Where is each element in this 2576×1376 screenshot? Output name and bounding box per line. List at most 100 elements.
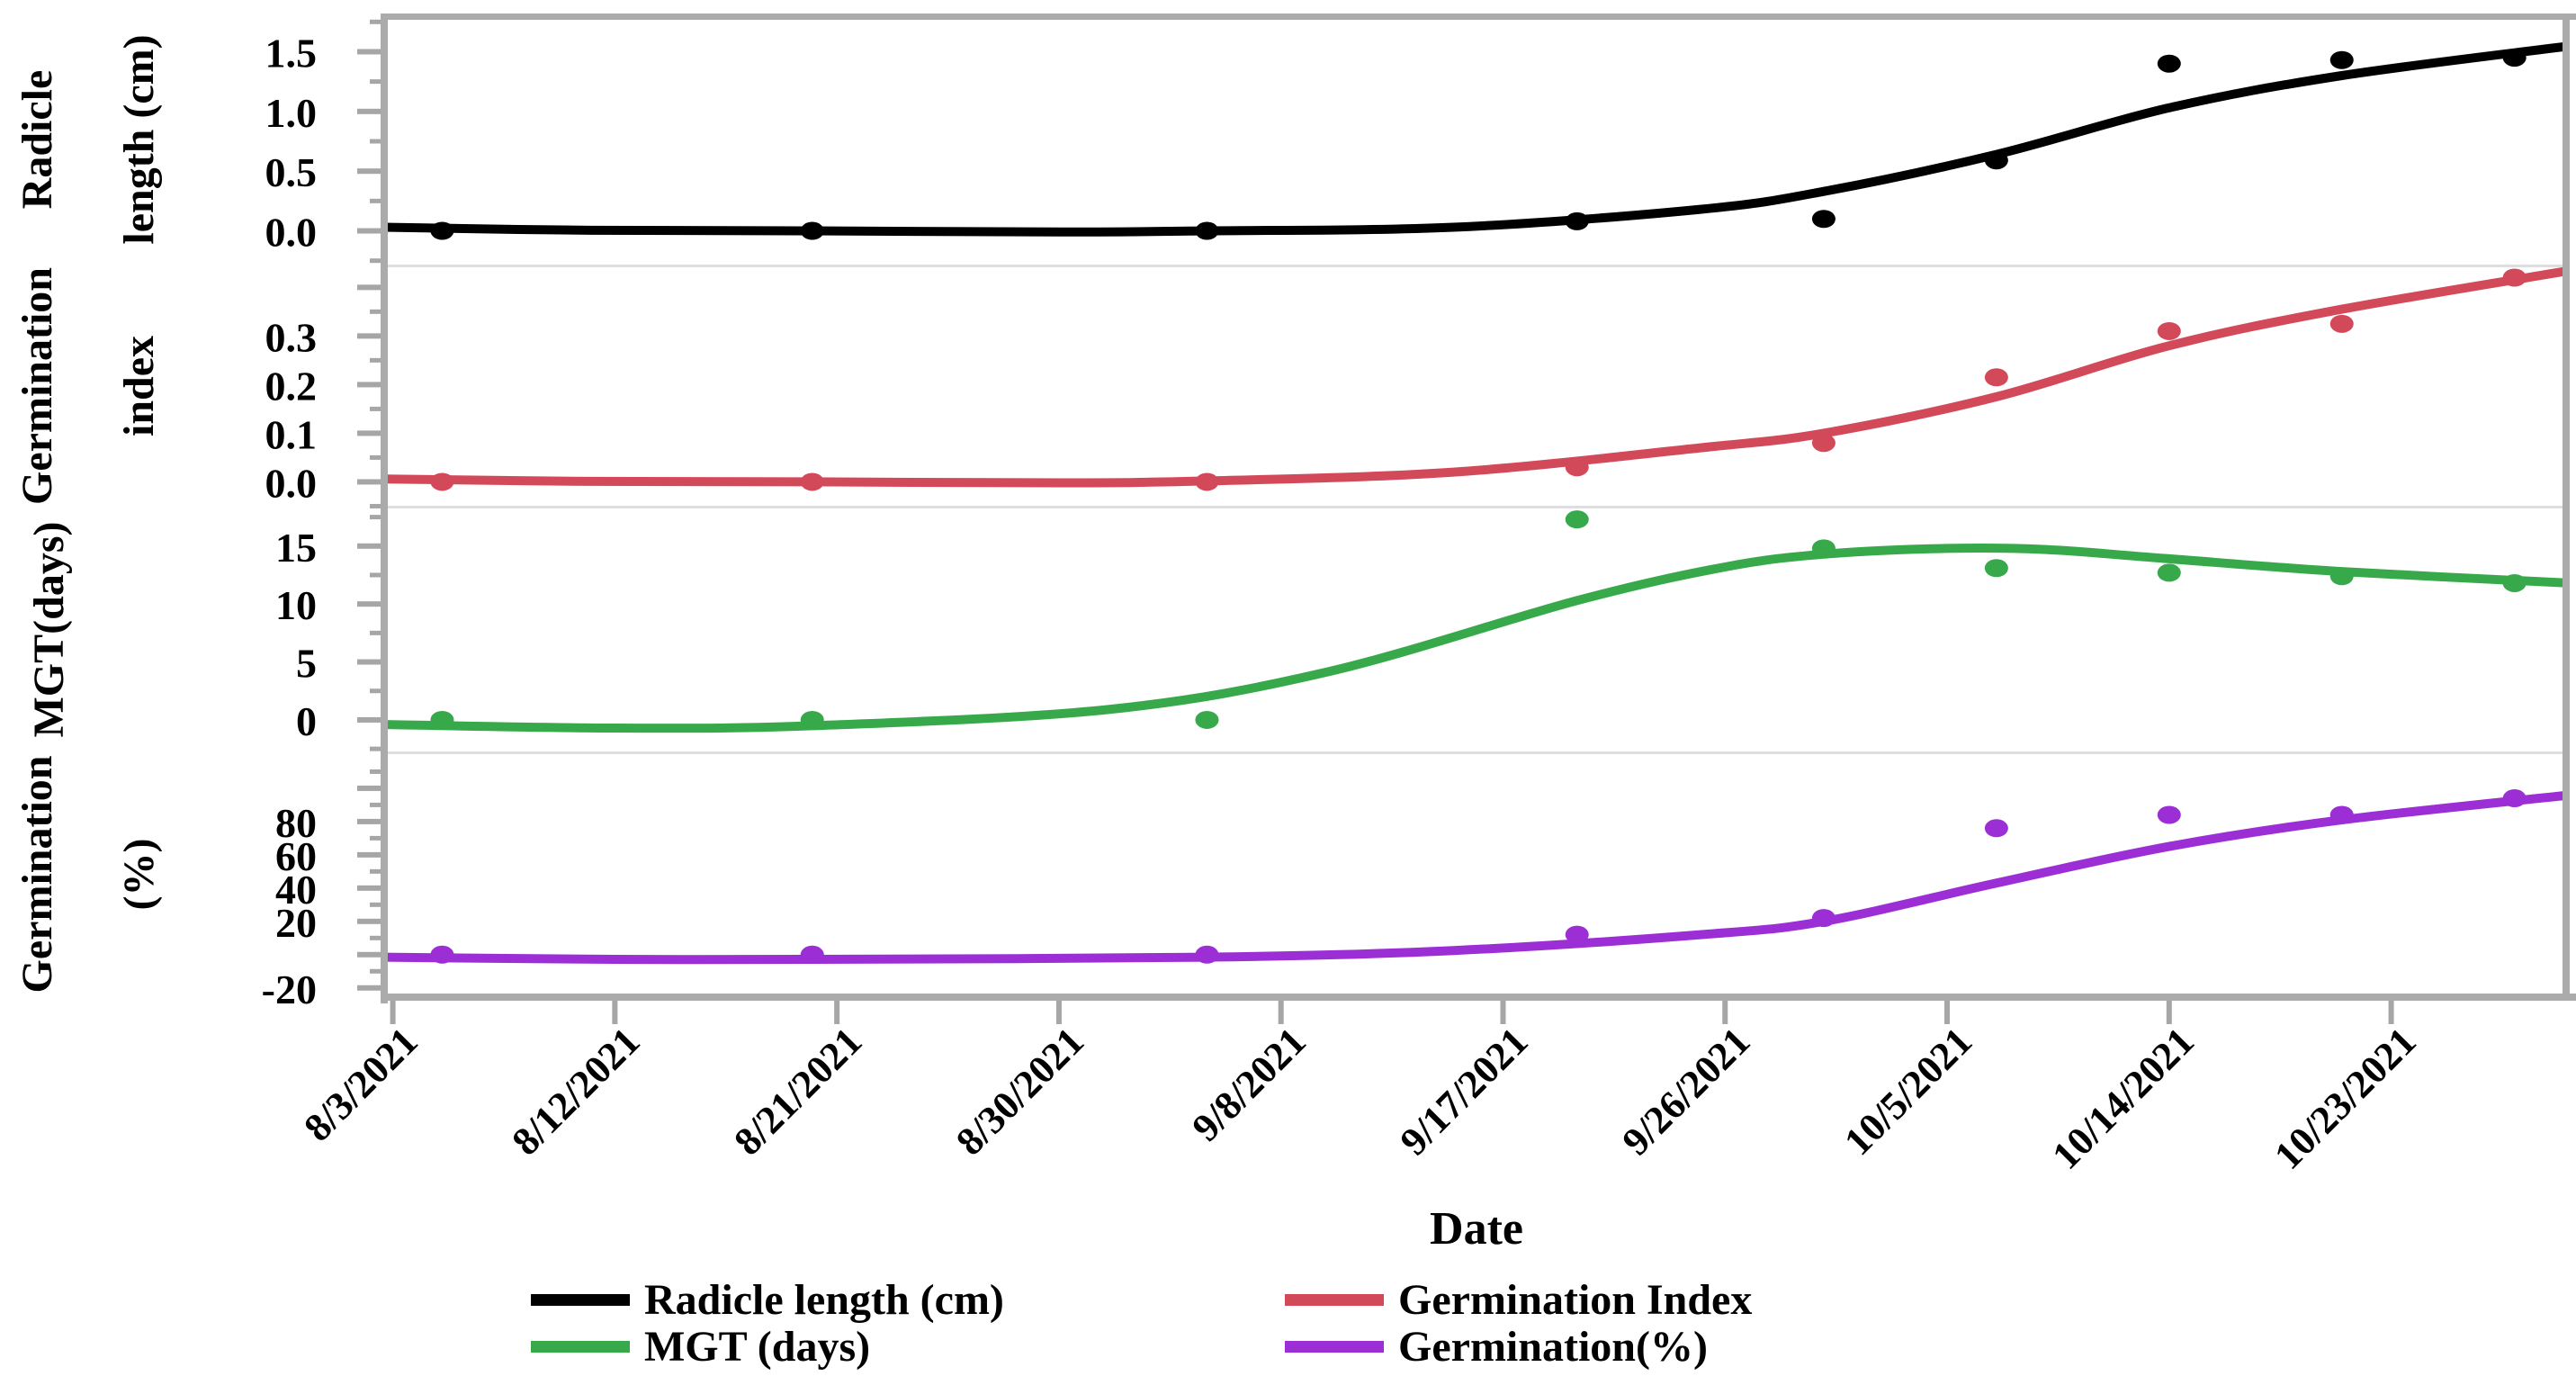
y-major-tick [357,918,384,924]
y-axis-title-line: MGT(days) [25,522,73,738]
legend-label-germination-pct: Germination(%) [1398,1322,1708,1371]
x-tick-label: 10/23/2021 [2266,1019,2424,1177]
x-axis: 8/3/2021 8/12/2021 8/21/2021 8/30/2021 9/8/2… [295,997,2425,1178]
radicle-length-data-point [1811,210,1836,229]
radicle-length-data-point [1984,151,2008,170]
mgt-data-point [430,710,454,729]
radicle-length-data-point [2329,50,2354,69]
y-major-tick [357,818,384,824]
y-tick-label: 40 [275,867,317,913]
germination-pct-data-point [1984,819,2008,838]
panel-radicle-length: 1.5 1.0 0.5 0.0 Radicle length (cm) [13,19,2569,267]
y-major-tick [357,284,384,291]
x-tick [390,997,396,1024]
x-tick [1722,997,1728,1024]
y-axis-title-line: length (cm) [115,34,163,244]
x-tick [2166,997,2172,1024]
legend-item-radicle-length: Radicle length (cm) [531,1275,1004,1324]
y-major-tick [357,659,384,665]
y-minor-tick [370,769,384,774]
radicle-length-data-point [800,221,824,240]
legend-swatch-mgt [531,1340,630,1353]
y-major-tick [357,601,384,607]
y-axis-title-line: Radicle [13,70,61,210]
germination-index-data-point [430,472,454,491]
y-tick-label: 5 [296,641,317,687]
y-major-tick [357,108,384,114]
x-tick-label: 8/3/2021 [295,1019,426,1149]
x-tick [2388,997,2394,1024]
mgt-data-point [2502,573,2527,592]
germination-index-data-point [2157,321,2181,340]
y-tick-label: 1.5 [265,30,318,76]
x-axis-title: Date [1430,1203,1523,1255]
frame-left-spine [381,13,388,1003]
germination-index-data-point [1811,434,1836,453]
germination-index-data-point [1984,368,2008,387]
y-minor-tick [370,503,384,508]
germination-pct-curve [384,790,2569,965]
radicle-length-data-point [1565,211,1589,230]
y-minor-tick [370,968,384,974]
y-minor-tick [370,139,384,144]
radicle-length-data-point [2157,54,2181,73]
y-minor-tick [370,902,384,907]
plot-frame [381,13,2576,1003]
germination-index-data-point [2329,314,2354,333]
y-minor-tick [370,515,384,520]
panel-divider [386,506,2563,508]
y-tick-label: -20 [262,967,317,1012]
panel-mgt: 15 10 5 0 MGT(days) [25,510,2569,754]
y-major-tick [357,228,384,234]
y-minor-tick [370,802,384,807]
y-major-tick [357,716,384,723]
mgt-data-point [1565,510,1589,529]
y-tick-label: 80 [275,800,317,846]
y-minor-tick [370,258,384,264]
mgt-data-point [2157,563,2181,582]
x-tick-label: 9/26/2021 [1613,1019,1758,1164]
germination-pct-data-point [1565,925,1589,944]
germination-pct-data-point [1811,909,1836,928]
mgt-data-point [1984,559,2008,578]
y-tick-label: 15 [275,525,317,571]
x-tick-label: 10/14/2021 [2043,1019,2202,1177]
y-tick-label: 20 [275,900,317,946]
y-major-tick [357,985,384,991]
radicle-length-data-point [430,221,454,240]
germination-pct-data-point [2329,805,2354,824]
germination-pct-data-point [2502,789,2527,808]
radicle-length-data-point [1195,221,1219,240]
frame-top [381,13,2576,20]
y-tick-label: 0.1 [265,411,318,457]
legend-label-radicle-length: Radicle length (cm) [644,1275,1004,1324]
legend-item-germination-index: Germination Index [1285,1275,1752,1324]
y-minor-tick [370,835,384,841]
y-axis-title-line: index [115,336,163,436]
y-tick-label: 1.0 [265,90,318,136]
y-major-tick [357,851,384,858]
y-axis-title-line: Germination [13,756,61,994]
y-tick-label: 0.2 [265,363,318,409]
germination-pct-data-point [1195,945,1219,964]
y-major-tick [357,168,384,175]
y-major-tick [357,543,384,549]
y-tick-label: 0 [296,698,317,744]
x-tick [834,997,840,1024]
x-tick [612,997,618,1024]
y-minor-tick [370,868,384,874]
y-minor-tick [370,935,384,940]
germination-index-curve [384,265,2569,488]
y-tick-label: 60 [275,833,317,879]
y-tick-label: 10 [275,582,317,628]
legend-item-germination-pct: Germination(%) [1285,1322,1708,1371]
radicle-length-data-point [2502,49,2527,67]
legend-label-germination-index: Germination Index [1398,1275,1753,1324]
legend-swatch-germination-index [1285,1293,1384,1306]
y-axis-title-line: (%) [115,839,163,911]
y-axis-title-line: Germination [13,267,61,505]
x-tick-label: 10/5/2021 [1836,1019,1980,1164]
x-tick [1944,997,1951,1024]
y-minor-tick [370,454,384,460]
